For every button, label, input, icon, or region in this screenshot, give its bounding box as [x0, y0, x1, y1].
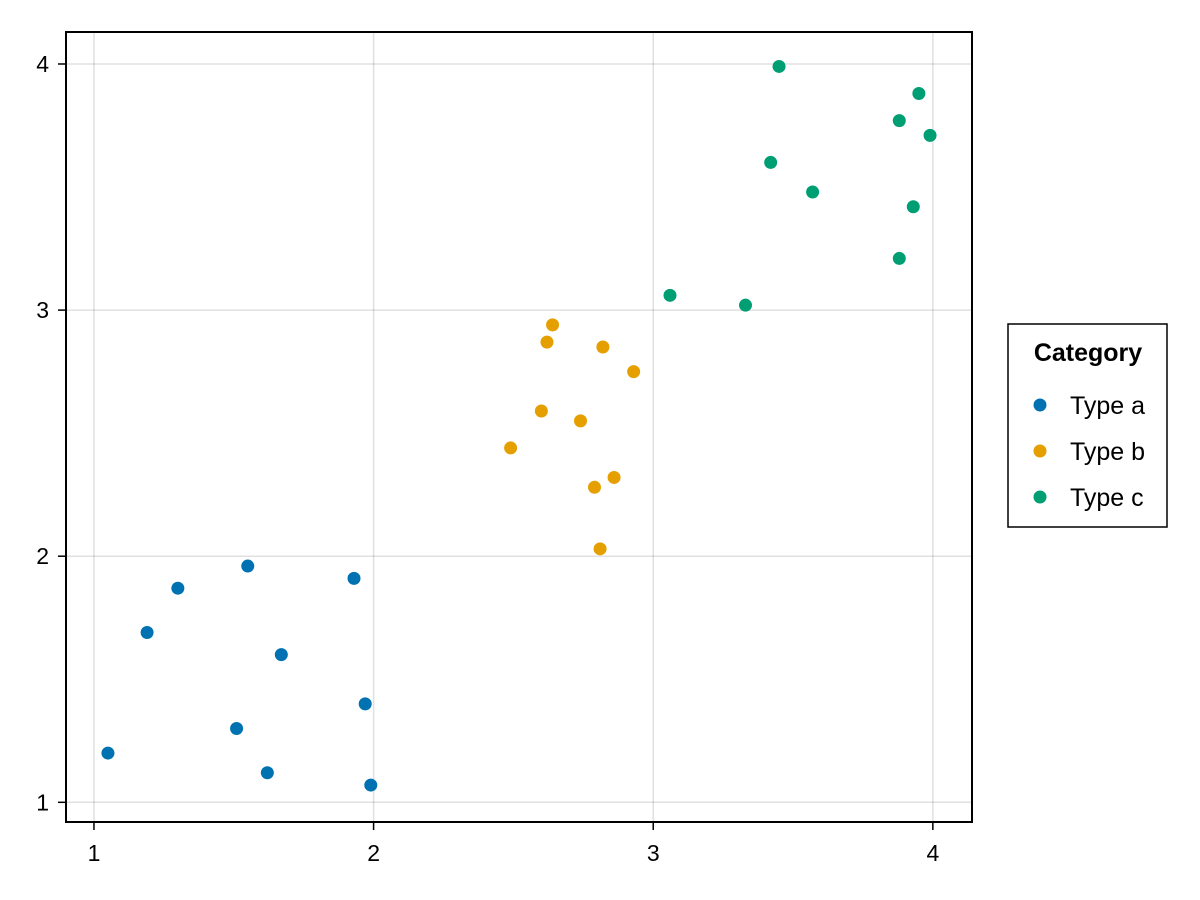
- legend-marker: [1033, 398, 1047, 412]
- legend-label: Type c: [1070, 484, 1144, 512]
- data-point: [892, 114, 906, 128]
- x-tick-label: 1: [88, 840, 101, 866]
- data-point: [892, 251, 906, 265]
- data-point: [739, 298, 752, 312]
- plot-area-frame: [65, 31, 973, 823]
- x-tick-label: 4: [926, 840, 939, 866]
- data-point: [364, 778, 378, 792]
- x-tick-label: 3: [647, 840, 660, 866]
- legend-entries: Type a Type b Type c: [1033, 392, 1145, 512]
- data-point: [574, 414, 588, 428]
- legend-label: Type b: [1070, 438, 1145, 466]
- data-point: [596, 340, 610, 354]
- data-point: [540, 335, 554, 349]
- data-point: [274, 648, 288, 662]
- data-point: [923, 128, 937, 142]
- data-point: [260, 766, 274, 780]
- y-tick-label: 1: [36, 789, 49, 815]
- y-tick-label: 2: [36, 543, 49, 569]
- data-point: [534, 404, 548, 418]
- data-point: [101, 746, 115, 760]
- data-point: [906, 200, 920, 214]
- y-tick-label: 4: [36, 51, 49, 77]
- data-point: [347, 571, 361, 585]
- legend: Category Type a Type b Type c: [1007, 323, 1168, 528]
- data-point: [764, 155, 778, 169]
- data-point: [806, 185, 820, 199]
- legend-title: Category: [1034, 339, 1142, 367]
- grid-lines: [66, 32, 972, 822]
- data-point: [171, 581, 185, 595]
- y-tick-label: 3: [36, 297, 49, 323]
- data-point: [358, 697, 372, 711]
- legend-marker: [1033, 490, 1047, 504]
- data-point: [912, 87, 926, 101]
- data-point: [663, 288, 677, 302]
- axes: 1 2 3 4 1 2 3 4: [36, 51, 939, 866]
- data-point: [230, 721, 244, 735]
- data-point: [588, 480, 601, 494]
- data-point: [593, 542, 607, 556]
- data-point: [241, 559, 255, 573]
- x-tick-label: 2: [367, 840, 380, 866]
- data-point: [140, 625, 154, 639]
- legend-marker: [1033, 444, 1047, 458]
- data-point: [546, 318, 560, 332]
- legend-box: [1007, 323, 1168, 528]
- data-point: [627, 365, 641, 379]
- scatter-points: [101, 59, 937, 792]
- legend-label: Type a: [1070, 392, 1145, 420]
- data-point: [607, 470, 621, 484]
- data-point: [772, 59, 786, 73]
- data-point: [504, 441, 518, 455]
